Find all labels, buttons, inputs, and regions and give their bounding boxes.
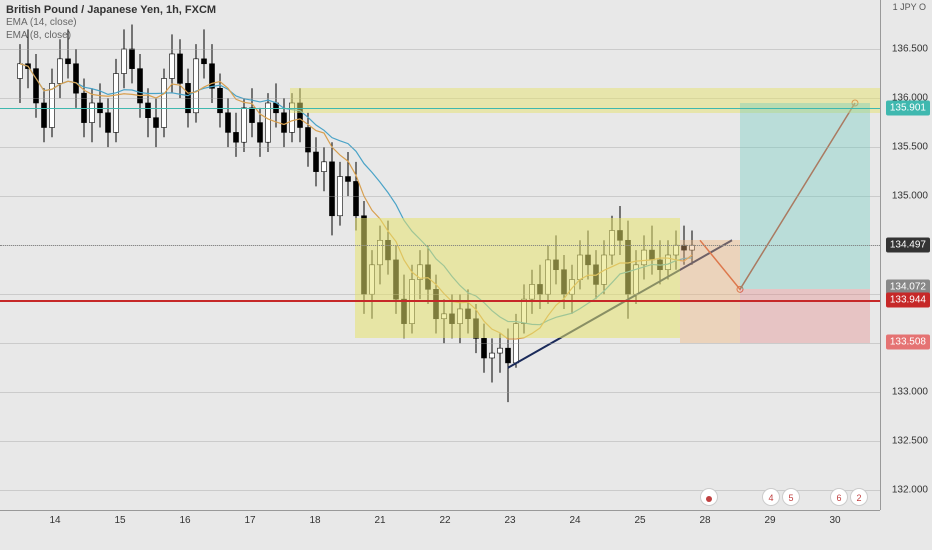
x-tick-label: 14 [49,515,60,526]
y-tick-label: 136.500 [892,44,928,55]
event-marker[interactable]: 2 [850,488,868,506]
gridline [0,343,880,344]
chart-title: British Pound / Japanese Yen, 1h, FXCM [6,4,216,16]
y-tick-label: 132.000 [892,485,928,496]
horizontal-line[interactable] [0,108,880,109]
y-tick-label: 135.500 [892,142,928,153]
event-marker[interactable] [700,488,718,506]
indicator-ema14: EMA (14, close) [6,16,216,29]
zone-rect[interactable] [680,240,740,343]
indicator-ema8: EMA (8, close) [6,29,216,42]
plot-area[interactable]: 45 62 [0,0,880,510]
axis-offset: O [919,2,926,12]
gridline [0,49,880,50]
x-tick-label: 18 [309,515,320,526]
event-marker[interactable]: 6 [830,488,848,506]
y-tick-label: 133.000 [892,387,928,398]
x-tick-label: 15 [114,515,125,526]
event-marker[interactable]: 5 [782,488,800,506]
zone-rect[interactable] [355,218,680,339]
axis-unit-label: 1 JPY O [893,2,926,12]
x-axis[interactable]: 14 15 16 17 18 21 22 23 24 25 28 29 30 [0,510,880,550]
axis-index: 1 [893,2,898,12]
y-axis[interactable]: 1 JPY O 132.000132.500133.000133.500134.… [880,0,932,510]
x-tick-label: 28 [699,515,710,526]
x-tick-label: 17 [244,515,255,526]
x-tick-label: 24 [569,515,580,526]
x-tick-label: 30 [829,515,840,526]
axis-unit: JPY [900,2,916,12]
x-tick-label: 16 [179,515,190,526]
horizontal-line[interactable] [0,300,880,302]
x-tick-label: 25 [634,515,645,526]
price-tag: 134.497 [886,238,930,253]
gridline [0,490,880,491]
y-tick-label: 135.000 [892,191,928,202]
event-marker[interactable]: 4 [762,488,780,506]
horizontal-line[interactable] [0,245,880,246]
y-tick-label: 132.500 [892,436,928,447]
x-tick-label: 22 [439,515,450,526]
x-tick-label: 21 [374,515,385,526]
gridline [0,441,880,442]
price-tag: 133.508 [886,335,930,350]
price-tag: 135.901 [886,100,930,115]
zone-rect[interactable] [740,289,870,343]
x-tick-label: 23 [504,515,515,526]
gridline [0,392,880,393]
chart-header: British Pound / Japanese Yen, 1h, FXCM E… [6,4,216,42]
chart-container: British Pound / Japanese Yen, 1h, FXCM E… [0,0,932,550]
price-tag: 133.944 [886,292,930,307]
zone-rect[interactable] [740,103,870,289]
x-tick-label: 29 [764,515,775,526]
